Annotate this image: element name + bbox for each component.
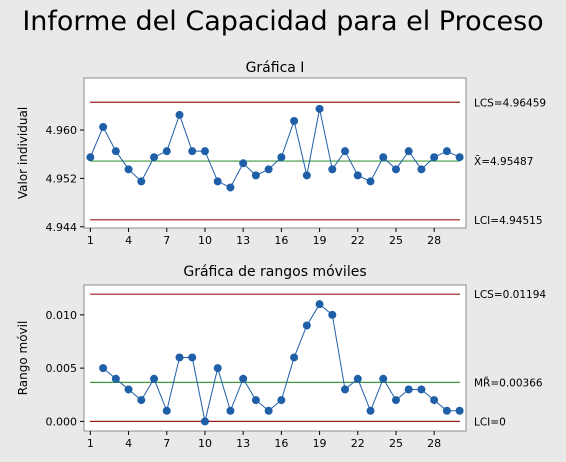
ichart-point bbox=[303, 171, 311, 179]
ichart-point bbox=[239, 159, 247, 167]
mrchart-point bbox=[252, 396, 260, 404]
mrchart-title: Gráfica de rangos móviles bbox=[183, 264, 366, 280]
mrchart-ytick-label: 0.005 bbox=[46, 362, 78, 375]
ichart-xtick-label: 10 bbox=[198, 234, 212, 247]
ichart-lcl-label: LCI=4.94515 bbox=[474, 215, 543, 227]
mrchart-point bbox=[430, 396, 438, 404]
ichart-ytick-label: 4.952 bbox=[46, 172, 78, 185]
ichart-ylabel: Valor individual bbox=[16, 107, 30, 199]
ichart-point bbox=[252, 171, 260, 179]
mrchart-point bbox=[265, 407, 273, 415]
ichart-point bbox=[201, 147, 209, 155]
mrchart-ylabel: Rango móvil bbox=[16, 321, 30, 396]
mrchart-point bbox=[125, 385, 133, 393]
mrchart-xtick-label: 4 bbox=[125, 437, 132, 450]
ichart-point bbox=[163, 147, 171, 155]
ichart-point bbox=[417, 165, 425, 173]
mrchart-point bbox=[176, 353, 184, 361]
ichart-ytick-label: 4.960 bbox=[46, 124, 78, 137]
mrchart-xtick-label: 10 bbox=[198, 437, 212, 450]
mrchart-point bbox=[303, 321, 311, 329]
mrchart-xtick-label: 1 bbox=[87, 437, 94, 450]
mrchart-point bbox=[456, 407, 464, 415]
mrchart-plot-area bbox=[84, 285, 466, 431]
mrchart-point bbox=[137, 396, 145, 404]
mrchart-xtick-label: 16 bbox=[274, 437, 288, 450]
ichart-xtick-label: 28 bbox=[427, 234, 441, 247]
ichart-point bbox=[405, 147, 413, 155]
ichart-xtick-label: 16 bbox=[274, 234, 288, 247]
ichart-title: Gráfica I bbox=[246, 60, 305, 76]
ichart-xtick-label: 22 bbox=[351, 234, 365, 247]
ichart-center-label: X̄=4.95487 bbox=[474, 155, 533, 168]
ichart-point bbox=[367, 177, 375, 185]
ichart-point bbox=[277, 153, 285, 161]
ichart-point bbox=[328, 165, 336, 173]
mrchart-point bbox=[341, 385, 349, 393]
mrchart-point bbox=[316, 300, 324, 308]
mrchart-center-label: MR̄=0.00366 bbox=[474, 376, 543, 389]
ichart-point bbox=[430, 153, 438, 161]
mrchart-point bbox=[239, 375, 247, 383]
mrchart-point bbox=[367, 407, 375, 415]
mrchart-point bbox=[328, 311, 336, 319]
mrchart-xtick-label: 19 bbox=[313, 437, 327, 450]
mrchart-point bbox=[163, 407, 171, 415]
mrchart-point bbox=[99, 364, 107, 372]
ichart-point bbox=[214, 177, 222, 185]
ichart-point bbox=[392, 165, 400, 173]
ichart-point bbox=[341, 147, 349, 155]
ichart-point bbox=[188, 147, 196, 155]
ichart-xtick-label: 13 bbox=[236, 234, 250, 247]
ichart-point bbox=[125, 165, 133, 173]
mrchart-point bbox=[112, 375, 120, 383]
ichart-point bbox=[379, 153, 387, 161]
mrchart-point bbox=[188, 353, 196, 361]
mrchart-xtick-label: 13 bbox=[236, 437, 250, 450]
ichart-point bbox=[290, 117, 298, 125]
mrchart-ucl-label: LCS=0.01194 bbox=[474, 289, 546, 301]
mrchart-point bbox=[379, 375, 387, 383]
mrchart-ytick-label: 0.000 bbox=[46, 415, 78, 428]
mrchart-point bbox=[392, 396, 400, 404]
ichart-point bbox=[112, 147, 120, 155]
ichart-point bbox=[354, 171, 362, 179]
mrchart-ytick-label: 0.010 bbox=[46, 309, 78, 322]
ichart-ucl-label: LCS=4.96459 bbox=[474, 97, 546, 109]
ichart-point bbox=[137, 177, 145, 185]
ichart-point bbox=[226, 183, 234, 191]
mrchart-point bbox=[290, 353, 298, 361]
ichart-point bbox=[456, 153, 464, 161]
mrchart-point bbox=[443, 407, 451, 415]
ichart-point bbox=[150, 153, 158, 161]
mrchart-xtick-label: 25 bbox=[389, 437, 403, 450]
mrchart-point bbox=[277, 396, 285, 404]
ichart-point bbox=[265, 165, 273, 173]
mrchart-lcl-label: LCI=0 bbox=[474, 416, 506, 428]
mrchart-point bbox=[417, 385, 425, 393]
mrchart-point bbox=[226, 407, 234, 415]
ichart-point bbox=[176, 111, 184, 119]
mrchart-xtick-label: 22 bbox=[351, 437, 365, 450]
mrchart-point bbox=[150, 375, 158, 383]
ichart-point bbox=[443, 147, 451, 155]
ichart-xtick-label: 1 bbox=[87, 234, 94, 247]
ichart-ytick-label: 4.944 bbox=[46, 221, 78, 234]
mrchart-xtick-label: 28 bbox=[427, 437, 441, 450]
ichart-xtick-label: 25 bbox=[389, 234, 403, 247]
mrchart-point bbox=[354, 375, 362, 383]
mrchart-xtick-label: 7 bbox=[163, 437, 170, 450]
ichart-xtick-label: 4 bbox=[125, 234, 132, 247]
ichart-point bbox=[316, 105, 324, 113]
mrchart-point bbox=[201, 417, 209, 425]
mrchart-point bbox=[405, 385, 413, 393]
ichart-point bbox=[86, 153, 94, 161]
ichart-xtick-label: 7 bbox=[163, 234, 170, 247]
ichart-xtick-label: 19 bbox=[313, 234, 327, 247]
mrchart-point bbox=[214, 364, 222, 372]
ichart-point bbox=[99, 123, 107, 131]
